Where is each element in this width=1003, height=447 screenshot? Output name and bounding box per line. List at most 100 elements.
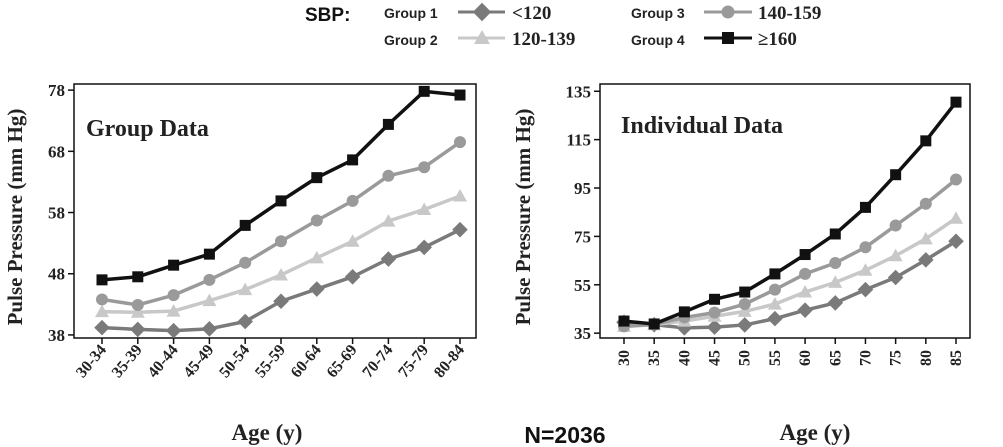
legend-group-1-diamond-marker xyxy=(472,2,492,22)
group-3-point xyxy=(382,169,395,182)
group-4-point xyxy=(418,85,430,97)
legend-group-4-square-marker xyxy=(722,32,734,44)
group-1-point xyxy=(887,269,904,286)
group-2-point xyxy=(95,304,109,318)
group-3-point xyxy=(310,214,323,227)
group-data-y-axis-label: Pulse Pressure (mm Hg) xyxy=(3,109,27,326)
legend: SBP: Group 1 <120 Group 2 120-139 Group … xyxy=(305,2,821,50)
group-3-point xyxy=(96,293,108,306)
group-2-point xyxy=(737,304,752,317)
group-4-point xyxy=(799,249,811,261)
group-2-point xyxy=(166,304,181,317)
x-tick-label: 70-74 xyxy=(359,342,396,382)
group-4-point xyxy=(920,135,932,147)
group-1-point xyxy=(130,321,146,338)
group-3-point xyxy=(275,235,287,248)
group-2-point xyxy=(828,275,843,288)
group-4-point xyxy=(648,318,660,330)
y-tick-label: 95 xyxy=(574,179,591,198)
group-2-point xyxy=(130,305,145,318)
group-4-point xyxy=(890,169,902,181)
legend-group-2-triangle-marker xyxy=(474,30,490,44)
group-4-point xyxy=(769,268,781,280)
legend-group-4-label: Group 4 xyxy=(631,32,685,48)
x-tick-label: 45 xyxy=(707,350,724,366)
group-data-plot-frame xyxy=(73,83,477,339)
legend-group-3-circle-marker xyxy=(721,5,735,19)
group-1-point xyxy=(948,233,964,250)
group-3-point xyxy=(859,241,872,254)
sample-size-label: N=2036 xyxy=(524,422,605,447)
x-tick-label: 55-59 xyxy=(252,342,289,382)
group-4-point xyxy=(382,118,394,130)
individual-data-panel: Individual Data Pulse Pressure (mm Hg) A… xyxy=(511,82,971,445)
group-2-point xyxy=(202,293,217,307)
group-2-point xyxy=(345,234,360,247)
group-4-point xyxy=(275,195,287,207)
x-tick-label: 70 xyxy=(857,350,874,366)
group-3-point xyxy=(829,257,842,270)
group-3-point xyxy=(346,194,359,207)
y-tick-label: 68 xyxy=(48,142,65,161)
group-1-point xyxy=(165,322,182,339)
group-1-point xyxy=(201,321,218,337)
group-1-point xyxy=(309,281,325,297)
group-2-point xyxy=(767,297,782,310)
legend-group-4-range: ≥160 xyxy=(758,29,797,50)
group-data-title: Group Data xyxy=(86,116,209,142)
group-3-point xyxy=(418,161,431,174)
y-tick-label: 48 xyxy=(48,265,65,284)
individual-data-series xyxy=(616,96,964,336)
group-2-point xyxy=(888,248,903,262)
group-4-point xyxy=(132,271,144,283)
group-data-panel: Group Data Pulse Pressure (mm Hg) Age (y… xyxy=(3,81,477,445)
group-3-point xyxy=(738,298,751,311)
group-3-point xyxy=(768,283,781,296)
x-tick-label: 65 xyxy=(827,350,844,366)
individual-data-y-axis-label: Pulse Pressure (mm Hg) xyxy=(511,109,535,326)
group-3-point xyxy=(799,267,812,280)
individual-data-title: Individual Data xyxy=(621,113,783,139)
group-2-point xyxy=(949,211,963,224)
group-1-point xyxy=(736,317,753,333)
x-tick-label: 45-49 xyxy=(180,342,217,382)
group-2-point xyxy=(309,250,324,264)
group-1-point xyxy=(380,251,397,267)
group-4-point xyxy=(859,201,871,213)
x-tick-label: 30 xyxy=(616,350,633,366)
y-tick-label: 115 xyxy=(566,131,591,150)
y-tick-label: 78 xyxy=(48,81,65,100)
group-2-point xyxy=(381,214,396,227)
x-tick-label: 35-39 xyxy=(109,342,146,382)
x-tick-label: 85 xyxy=(948,350,965,366)
group-2-line xyxy=(623,216,957,329)
group-3-point xyxy=(919,197,932,210)
x-tick-label: 80-84 xyxy=(431,342,468,382)
group-4-point xyxy=(168,259,180,271)
group-1-point xyxy=(94,319,110,336)
group-4-point xyxy=(618,315,630,327)
group-3-point xyxy=(239,256,252,269)
y-tick-label: 58 xyxy=(48,204,65,223)
group-3-point xyxy=(203,273,216,286)
group-1-point xyxy=(857,281,874,298)
group-2-point xyxy=(417,202,432,215)
x-tick-label: 40-44 xyxy=(145,342,182,382)
group-2-point xyxy=(274,267,288,281)
x-tick-label: 80 xyxy=(918,350,935,366)
group-3-point xyxy=(167,289,180,302)
group-1-point xyxy=(344,269,361,285)
group-3-point xyxy=(131,298,144,311)
group-2-point xyxy=(453,189,467,202)
x-tick-label: 40 xyxy=(676,350,693,366)
group-2-point xyxy=(858,263,873,276)
legend-group-2-range: 120-139 xyxy=(512,29,575,50)
group-2-point xyxy=(918,231,933,245)
group-2-point xyxy=(798,285,813,298)
group-2-point xyxy=(238,282,253,296)
individual-data-axes: 35 55 75 95 115 135 30 35 40 45 50 55 60 65 70 75 80 85 xyxy=(566,82,966,366)
group-3-line xyxy=(101,140,462,307)
group-4-point xyxy=(454,89,466,101)
y-tick-label: 38 xyxy=(48,326,65,345)
